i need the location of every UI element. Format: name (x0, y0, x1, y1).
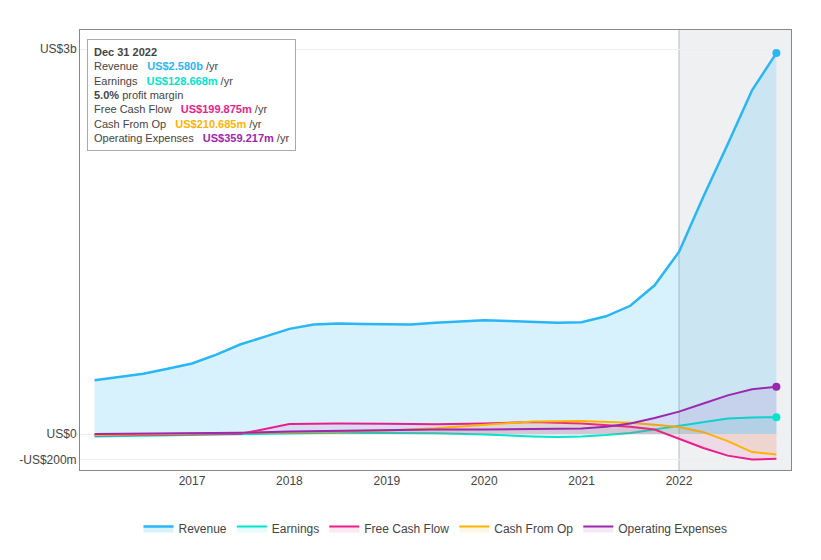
svg-text:2020: 2020 (471, 474, 498, 488)
svg-text:Dec 31 2022Revenue US$2.580b: Dec 31 2022Revenue US$2.580b /yrEarnings… (94, 46, 289, 144)
svg-text:Earnings: Earnings (272, 522, 319, 536)
svg-text:-US$200m: -US$200m (19, 453, 76, 467)
svg-text:Free Cash Flow: Free Cash Flow (364, 522, 449, 536)
svg-text:2017: 2017 (179, 474, 206, 488)
svg-text:Revenue: Revenue (179, 522, 227, 536)
svg-text:US$0: US$0 (47, 427, 77, 441)
svg-text:2018: 2018 (276, 474, 303, 488)
svg-text:Operating Expenses: Operating Expenses (618, 522, 727, 536)
svg-text:2019: 2019 (373, 474, 400, 488)
svg-text:2022: 2022 (666, 474, 693, 488)
svg-text:Cash From Op: Cash From Op (494, 522, 573, 536)
svg-text:2021: 2021 (568, 474, 595, 488)
svg-text:US$3b: US$3b (40, 42, 77, 56)
